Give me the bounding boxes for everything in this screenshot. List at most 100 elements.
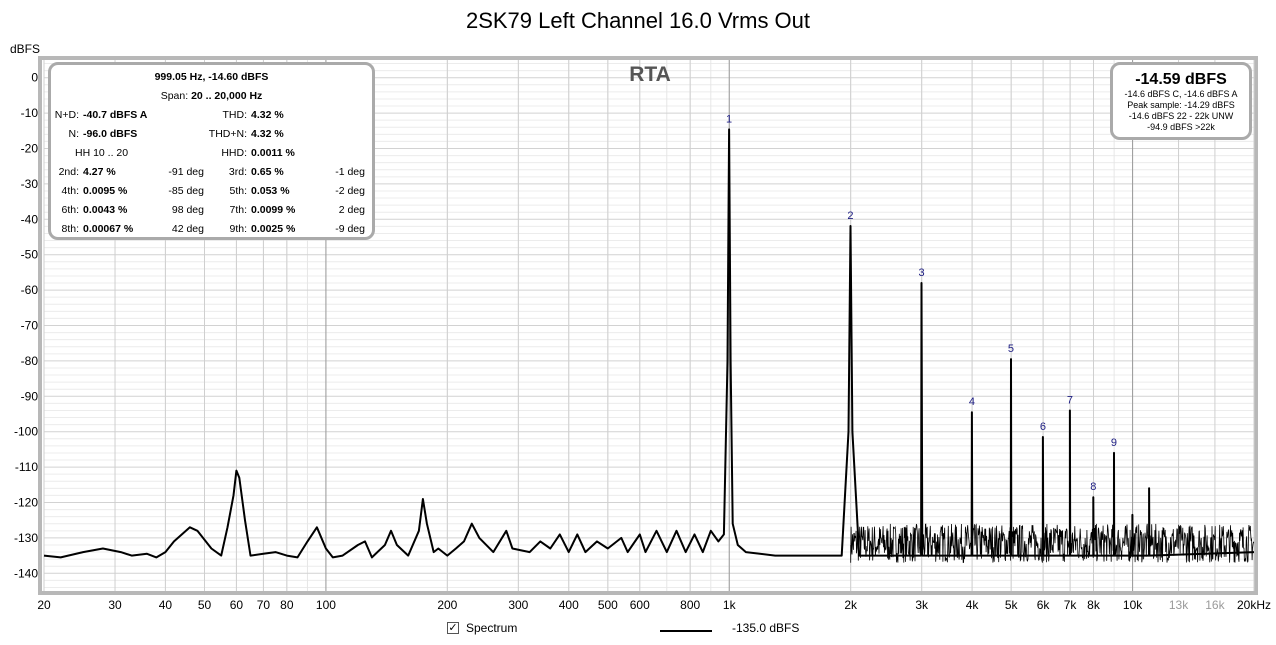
harmonic-5-label: 5th: [229, 185, 247, 197]
spectrum-checkbox[interactable]: ✓ [447, 622, 459, 634]
x-tick-label: 300 [508, 598, 528, 612]
x-tick-label: 500 [598, 598, 618, 612]
legend-line-value: -135.0 dBFS [732, 621, 800, 635]
x-tick-label: 40 [159, 598, 173, 612]
x-tick-label: 6k [1037, 598, 1051, 612]
x-tick-label: 50 [198, 598, 212, 612]
harmonic-marker-6: 6 [1040, 421, 1046, 433]
harmonic-markers: 1 2 3 4 5 6 7 8 9 [726, 113, 1117, 493]
y-axis-labels: 0 -10 -20 -30 -40 -50 -60 -70 -80 -90 -100 -110 -120… [14, 71, 38, 581]
x-tick-label: 3k [915, 598, 929, 612]
level-peak-sample: Peak sample: -14.29 dBFS [1127, 100, 1235, 110]
y-tick-label: -120 [14, 496, 38, 510]
y-tick-label: -50 [21, 248, 39, 262]
fundamental-readout: 999.05 Hz, -14.60 dBFS [154, 71, 269, 83]
x-tick-label: 60 [230, 598, 244, 612]
harmonic-marker-5: 5 [1008, 343, 1014, 355]
y-tick-label: -30 [21, 177, 39, 191]
noise-value: -96.0 dBFS [83, 128, 138, 140]
spectrum-legend-label[interactable]: Spectrum [466, 621, 518, 635]
thdn-value: 4.32 % [251, 128, 284, 140]
level-meter-panel[interactable]: -14.59 dBFS -14.6 dBFS C, -14.6 dBFS A P… [1110, 62, 1252, 140]
harmonic-8-phase: 42 deg [171, 223, 204, 235]
harmonic-4-phase: -85 deg [168, 185, 204, 197]
harmonic-2-phase: -91 deg [168, 166, 204, 178]
x-tick-label: 600 [630, 598, 650, 612]
distortion-panel[interactable]: 999.05 Hz, -14.60 dBFS Span: 20 .. 20,00… [48, 62, 375, 240]
harmonic-3-value: 0.65 % [251, 166, 284, 178]
thd-value: 4.32 % [251, 109, 284, 121]
noise-floor-trace [850, 523, 1255, 564]
x-tick-label: 800 [680, 598, 700, 612]
y-tick-label: 0 [31, 71, 38, 85]
harmonic-6-phase: 98 deg [171, 204, 204, 216]
harmonic-6-value: 0.0043 % [83, 204, 128, 216]
x-tick-label: 16k [1205, 598, 1225, 612]
thd-label: THD: [222, 109, 248, 121]
harmonic-7-value: 0.0099 % [251, 204, 296, 216]
noise-label: N: [68, 128, 80, 140]
x-tick-label: 13k [1169, 598, 1189, 612]
series-layer [43, 128, 1255, 559]
legend-line-swatch [660, 630, 712, 632]
harmonic-9-label: 9th: [229, 223, 247, 235]
y-tick-label: -10 [21, 106, 39, 120]
noise-floor [850, 523, 1255, 564]
y-axis-unit: dBFS [10, 42, 41, 56]
x-tick-label: 200 [437, 598, 457, 612]
x-tick-label: 30 [108, 598, 122, 612]
harmonic-marker-4: 4 [969, 396, 975, 408]
harmonic-9-value: 0.0025 % [251, 223, 296, 235]
span-value: 20 .. 20,000 Hz [191, 90, 263, 102]
harmonic-marker-2: 2 [847, 210, 853, 222]
harmonic-5-value: 0.053 % [251, 185, 290, 197]
hhd-value: 0.0011 % [251, 147, 295, 159]
hh-range-label: HH 10 .. 20 [75, 147, 129, 159]
span-label: Span: [160, 90, 189, 102]
y-tick-label: -40 [21, 212, 39, 226]
harmonic-4-value: 0.0095 % [83, 185, 128, 197]
x-tick-label: 70 [257, 598, 271, 612]
harmonic-marker-9: 9 [1111, 437, 1117, 449]
harmonic-6-label: 6th: [61, 204, 79, 216]
x-tick-label: 8k [1087, 598, 1101, 612]
level-weighted: -14.6 dBFS C, -14.6 dBFS A [1124, 89, 1238, 99]
x-tick-label: 5k [1005, 598, 1019, 612]
harmonic-8-value: 0.00067 % [83, 223, 134, 235]
spectrum-series-line [43, 128, 1255, 559]
y-tick-label: -130 [14, 531, 38, 545]
grid [43, 60, 1255, 591]
level-readout: -14.59 dBFS [1135, 71, 1227, 88]
rta-label: RTA [629, 63, 671, 86]
y-tick-label: -70 [21, 319, 39, 333]
harmonic-marker-7: 7 [1067, 394, 1073, 406]
harmonic-3-label: 3rd: [228, 166, 247, 178]
nd-label: N+D: [54, 109, 79, 121]
y-tick-label: -140 [14, 566, 38, 580]
harmonic-8-label: 8th: [61, 223, 79, 235]
y-tick-label: -90 [21, 389, 39, 403]
x-tick-label: 400 [559, 598, 579, 612]
x-axis-labels: 20 30 40 50 60 70 80 100 200 300 400 500 600 800 1k 2k 3… [37, 598, 1271, 612]
x-tick-label: 10k [1123, 598, 1143, 612]
harmonic-marker-3: 3 [918, 267, 924, 279]
x-tick-label: 20kHz [1237, 598, 1271, 612]
x-tick-label: 4k [966, 598, 980, 612]
harmonic-marker-8: 8 [1090, 481, 1096, 493]
harmonic-4-label: 4th: [61, 185, 79, 197]
y-tick-label: -110 [15, 460, 38, 474]
y-tick-label: -100 [14, 425, 38, 439]
x-tick-label: 7k [1064, 598, 1078, 612]
x-tick-label: 100 [316, 598, 336, 612]
x-tick-label: 1k [723, 598, 737, 612]
thdn-label: THD+N: [208, 128, 247, 140]
level-unweighted: -14.6 dBFS 22 - 22k UNW [1128, 111, 1234, 121]
harmonic-5-phase: -2 deg [335, 185, 365, 197]
hhd-label: HHD: [221, 147, 247, 159]
harmonic-3-phase: -1 deg [335, 166, 365, 178]
y-tick-label: -60 [21, 283, 39, 297]
harmonic-2-label: 2nd: [58, 166, 79, 178]
x-tick-label: 80 [280, 598, 294, 612]
y-tick-label: -20 [21, 142, 39, 156]
